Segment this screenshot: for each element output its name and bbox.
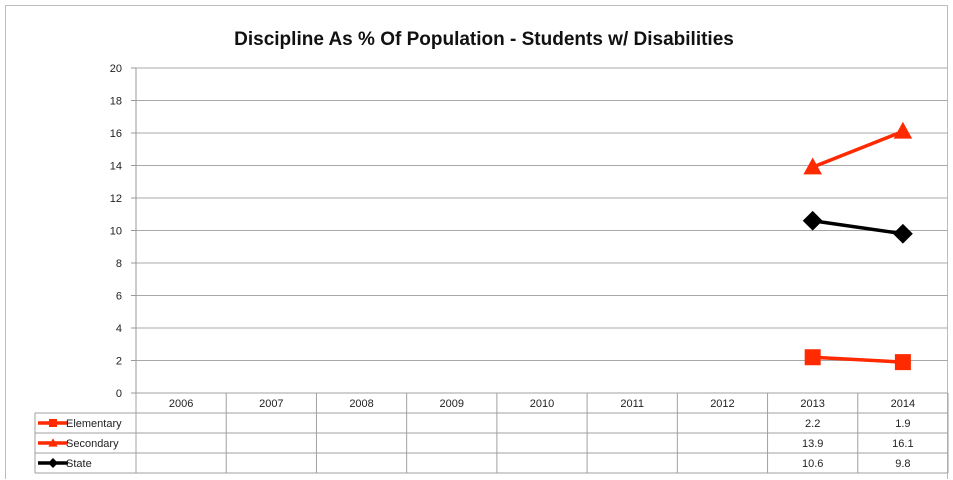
legend-marker — [48, 438, 58, 447]
data-point — [804, 349, 821, 366]
series-line — [812, 355, 903, 364]
legend-marker — [48, 458, 58, 468]
legend-item: Elementary — [38, 418, 122, 430]
series-elementary — [804, 349, 911, 371]
x-tick-label: 2008 — [349, 398, 373, 410]
data-label: 13.9 — [802, 438, 823, 450]
y-tick-label: 16 — [110, 128, 122, 140]
x-tick-label: 2010 — [530, 398, 554, 410]
series-secondary — [803, 121, 913, 175]
x-tick-label: 2006 — [169, 398, 193, 410]
data-table: 2006 2007 2008 2009 2010 2011 2012 2013 2014 Elem… — [34, 392, 949, 474]
y-tick-label: 6 — [116, 291, 122, 303]
y-tick-label: 0 — [116, 388, 122, 400]
chart-title: Discipline As % Of Population - Students… — [234, 29, 734, 50]
legend-label: Elementary — [66, 418, 122, 430]
x-tick-label: 2009 — [440, 398, 464, 410]
x-tick-label: 2014 — [891, 398, 915, 410]
data-label: 16.1 — [892, 438, 913, 450]
series-layer — [802, 121, 913, 371]
legend-item: State — [38, 458, 92, 470]
x-tick-label: 2011 — [620, 398, 644, 410]
y-tick-label: 8 — [116, 258, 122, 270]
y-tick-label: 10 — [110, 226, 122, 238]
data-point — [894, 354, 911, 371]
y-tick-label: 2 — [116, 356, 122, 368]
legend-label: Secondary — [66, 438, 119, 450]
series-line — [812, 129, 904, 169]
x-tick-label: 2012 — [710, 398, 734, 410]
y-tick-label: 18 — [110, 96, 122, 108]
legend-marker — [49, 419, 57, 427]
y-axis: 0 2 4 6 8 10 12 14 16 18 20 — [110, 63, 137, 400]
data-point — [803, 157, 822, 175]
series-line — [812, 219, 904, 236]
data-label: 2.2 — [805, 418, 820, 430]
x-tick-label: 2013 — [800, 398, 824, 410]
legend-item: Secondary — [38, 438, 119, 450]
data-label: 9.8 — [895, 458, 910, 470]
data-point — [892, 223, 913, 244]
data-point — [893, 121, 913, 139]
y-tick-label: 4 — [116, 323, 122, 335]
data-label: 10.6 — [802, 458, 823, 470]
chart-frame — [5, 5, 948, 479]
legend-label: State — [66, 458, 92, 470]
y-tick-label: 14 — [110, 161, 122, 173]
data-point — [802, 210, 823, 231]
data-label: 1.9 — [895, 418, 910, 430]
y-tick-label: 12 — [110, 193, 122, 205]
grid-lines — [136, 67, 948, 394]
y-tick-label: 20 — [110, 63, 122, 75]
series-state — [802, 210, 913, 244]
x-tick-label: 2007 — [259, 398, 283, 410]
